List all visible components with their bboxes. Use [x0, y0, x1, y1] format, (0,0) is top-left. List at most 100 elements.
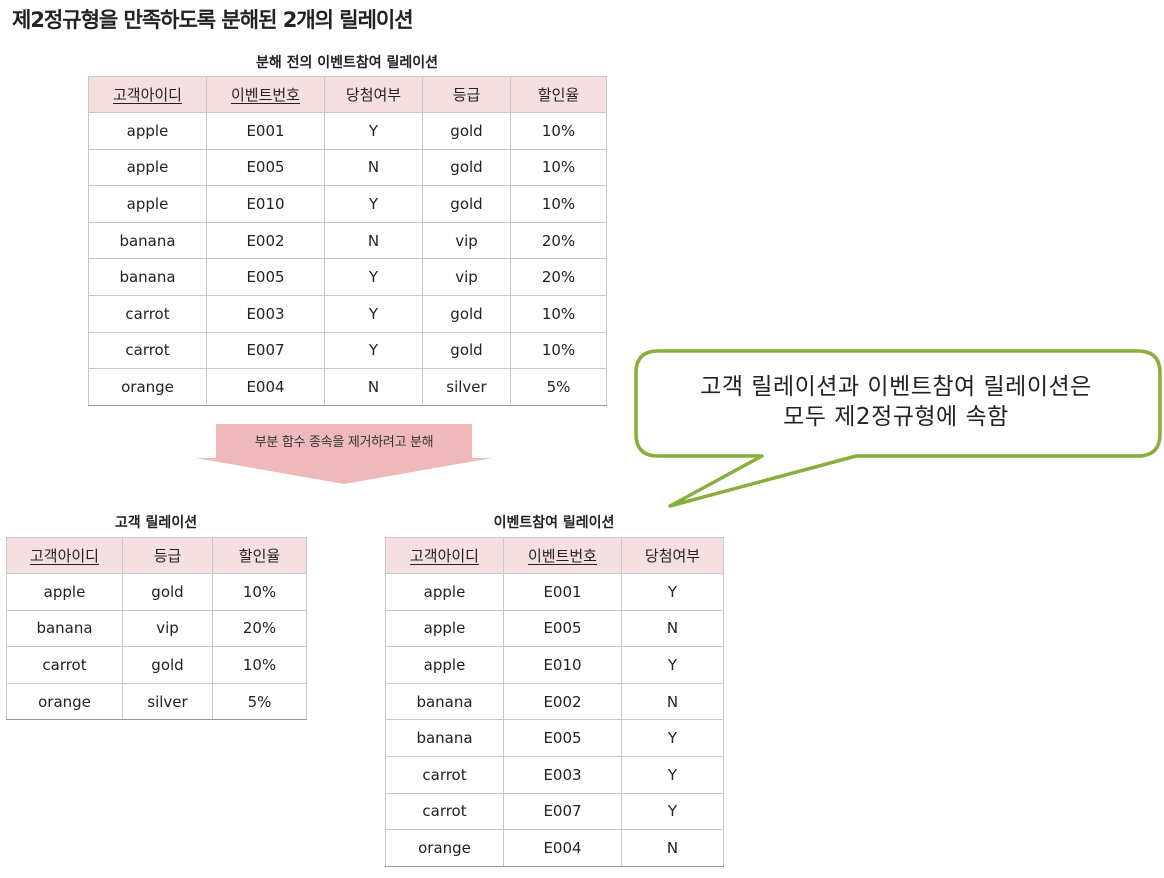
table-cell: Y — [324, 331, 423, 370]
table-cell: vip — [422, 221, 511, 260]
column-header: 등급 — [422, 76, 511, 113]
table-cell: E003 — [503, 755, 622, 794]
table-cell: carrot — [385, 792, 504, 831]
table-cell: vip — [422, 258, 511, 296]
column-header: 당첨여부 — [324, 76, 423, 113]
table-cell: Y — [621, 792, 724, 831]
table-cell: E010 — [206, 185, 325, 223]
table-row: carrot E003 Y — [385, 755, 724, 794]
table-cell: Y — [324, 112, 423, 150]
table-cell: E005 — [503, 609, 622, 648]
callout-line-2: 모두 제2정규형에 속함 — [783, 404, 1009, 430]
table-cell: E004 — [206, 368, 325, 406]
customer-relation-table: 고객아이디 등급 할인율 apple gold 10% banana vip 20% carrot… — [6, 537, 307, 721]
column-header-label: 이벤트번호 — [527, 547, 597, 565]
table-cell: N — [621, 829, 724, 867]
table-row: banana vip 20% — [6, 609, 307, 648]
column-header-label: 고객아이디 — [112, 86, 182, 104]
table-cell: E001 — [503, 573, 622, 611]
table-cell: N — [621, 609, 724, 648]
table-cell: carrot — [88, 294, 207, 333]
table-cell: E004 — [503, 829, 622, 867]
column-header: 고객아이디 — [88, 76, 207, 113]
table-cell: E002 — [206, 221, 325, 260]
table-cell: 20% — [212, 609, 307, 648]
column-header-label: 이벤트번호 — [230, 86, 300, 104]
table-cell: apple — [385, 646, 504, 684]
table-cell: orange — [6, 682, 123, 721]
table-cell: Y — [621, 646, 724, 684]
before-table-caption: 분해 전의 이벤트참여 릴레이션 — [255, 55, 439, 71]
speech-callout: 고객 릴레이션과 이벤트참여 릴레이션은 모두 제2정규형에 속함 — [634, 346, 1164, 516]
table-cell: E005 — [206, 258, 325, 296]
table-cell: Y — [324, 185, 423, 223]
table-cell: Y — [621, 755, 724, 794]
column-header: 고객아이디 — [385, 537, 504, 574]
table-cell: orange — [385, 829, 504, 867]
table-cell: gold — [422, 294, 511, 333]
table-cell: banana — [385, 682, 504, 721]
table-cell: Y — [621, 573, 724, 611]
customer-table-caption: 고객 릴레이션 — [114, 515, 198, 531]
column-header-label: 고객아이디 — [409, 547, 479, 565]
table-cell: N — [324, 368, 423, 406]
table-cell: 10% — [212, 646, 307, 684]
callout-line-1: 고객 릴레이션과 이벤트참여 릴레이션은 — [700, 374, 1092, 400]
table-cell: 10% — [510, 112, 607, 150]
table-cell: 10% — [510, 185, 607, 223]
table-cell: 10% — [510, 331, 607, 370]
table-cell: carrot — [385, 755, 504, 794]
arrow-shape — [196, 424, 492, 484]
table-row: apple gold 10% — [6, 573, 307, 611]
table-row: apple E005 N — [385, 609, 724, 648]
callout-text: 고객 릴레이션과 이벤트참여 릴레이션은 모두 제2정규형에 속함 — [646, 372, 1146, 432]
table-cell: E007 — [503, 792, 622, 831]
column-header-label: 할인율 — [238, 547, 281, 565]
table-cell: E005 — [206, 148, 325, 187]
table-cell: banana — [88, 258, 207, 296]
table-cell: N — [324, 221, 423, 260]
column-header: 고객아이디 — [6, 537, 123, 574]
table-cell: apple — [385, 609, 504, 648]
table-cell: 10% — [510, 148, 607, 187]
column-header: 할인율 — [510, 76, 607, 113]
table-cell: 5% — [212, 682, 307, 721]
table-cell: E010 — [503, 646, 622, 684]
table-cell: E005 — [503, 719, 622, 757]
table-cell: 10% — [510, 294, 607, 333]
table-cell: banana — [88, 221, 207, 260]
table-cell: gold — [422, 148, 511, 187]
table-cell: E007 — [206, 331, 325, 370]
table-cell: apple — [88, 112, 207, 150]
table-cell: Y — [324, 294, 423, 333]
table-cell: gold — [422, 331, 511, 370]
table-row: carrot E007 Y — [385, 792, 724, 831]
table-cell: N — [324, 148, 423, 187]
column-header-label: 할인율 — [537, 86, 580, 104]
table-cell: apple — [385, 573, 504, 611]
table-cell: vip — [122, 609, 213, 648]
table-row: carrot gold 10% — [6, 646, 307, 684]
table-cell: silver — [122, 682, 213, 721]
table-cell: carrot — [88, 331, 207, 370]
table-row: orange silver 5% — [6, 682, 307, 721]
table-cell: E001 — [206, 112, 325, 150]
table-cell: 20% — [510, 258, 607, 296]
column-header-label: 등급 — [153, 547, 182, 565]
event-table-caption: 이벤트참여 릴레이션 — [493, 515, 615, 531]
table-cell: gold — [122, 573, 213, 611]
decompose-arrow: 부분 함수 종속을 제거하려고 분해 — [196, 424, 492, 484]
table-cell: silver — [422, 368, 511, 406]
table-cell: N — [621, 682, 724, 721]
table-row: apple E001 Y — [385, 573, 724, 611]
column-header: 당첨여부 — [621, 537, 724, 574]
